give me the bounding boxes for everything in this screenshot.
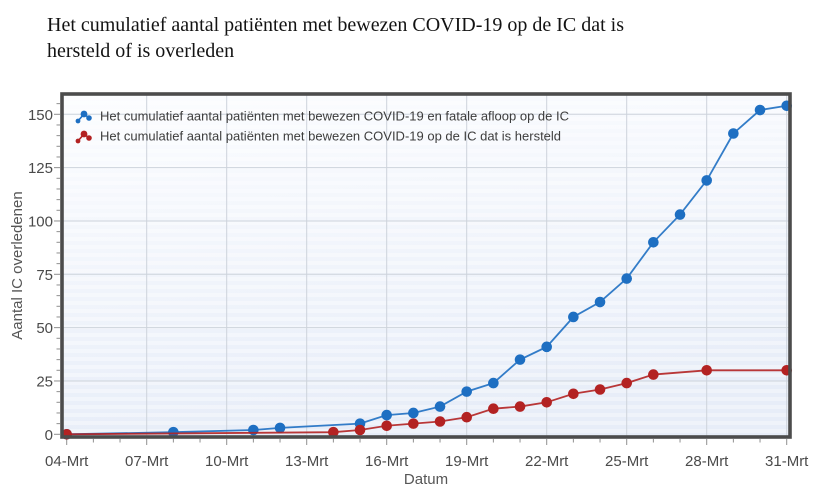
x-tick-label: 16-Mrt [365,453,409,470]
x-axis-title: Datum [404,471,448,488]
data-point [488,403,499,415]
data-point [648,237,659,248]
x-tick-label: 31-Mrt [765,453,809,470]
y-tick-label: 100 [28,213,53,230]
legend-label: Het cumulatief aantal patiënten met bewe… [100,129,561,144]
data-point [168,426,179,438]
x-tick-label: 10-Mrt [205,453,249,470]
covid-ic-cumulative-chart: 04-Mrt 07-Mrt 10-Mrt 13-Mrt 16-Mrt 19-Mrt 22-M… [9,92,809,488]
x-tick-label: 07-Mrt [125,453,169,470]
data-point [381,420,393,432]
legend-item-recovered[interactable]: Het cumulatief aantal patiënten met bewe… [75,129,561,144]
y-tick-label: 75 [36,267,53,284]
x-tick-label: 28-Mrt [685,453,729,470]
axis-labels: 04-Mrt 07-Mrt 10-Mrt 13-Mrt 16-Mrt 19-Mrt 22-M… [9,107,809,488]
data-point [621,377,633,389]
plot-frame [60,92,792,439]
data-point [541,397,553,408]
x-tick-label: 04-Mrt [45,453,89,470]
chart-title: Het cumulatief aantal patiënten met bewe… [47,14,625,63]
y-axis-title: Aantal IC overledenen [9,191,26,339]
y-tick-label: 125 [28,160,53,177]
legend-label: Het cumulatief aantal patiënten met bewe… [100,109,569,124]
data-point [568,311,579,323]
y-tick-label: 25 [36,373,53,390]
data-point [594,296,606,308]
data-point [541,341,553,353]
plot-area-texture [62,94,790,437]
x-tick-label: 19-Mrt [445,453,489,470]
y-tick-label: 50 [36,320,53,337]
data-point [514,401,526,412]
data-point [701,365,713,376]
data-point [594,384,606,395]
gridlines [62,94,790,437]
legend-item-fatal[interactable]: Het cumulatief aantal patiënten met bewe… [75,109,569,124]
series-recovered [61,365,793,440]
data-point [648,369,659,380]
data-point [354,424,366,436]
data-point [434,416,446,427]
y-tick-label: 0 [45,427,53,444]
data-point [408,407,419,419]
data-point [701,175,713,186]
data-point [328,426,339,438]
data-point [461,386,473,397]
data-point [434,401,446,412]
data-point [621,273,633,284]
data-point [674,209,686,220]
data-point [488,377,499,389]
data-point [461,411,473,423]
legend: Het cumulatief aantal patiënten met bewe… [75,109,569,144]
series-line [66,369,787,436]
data-point [728,128,739,139]
axis-ticks [54,103,788,445]
y-tick-label: 150 [28,107,53,124]
data-point [248,424,259,436]
data-point [274,422,286,434]
data-point [754,104,766,116]
x-tick-label: 22-Mrt [525,453,569,470]
data-point [568,388,579,400]
data-point [514,354,526,365]
scatter-marker-icon [75,110,92,124]
x-tick-label: 25-Mrt [605,453,649,470]
scatter-marker-icon [75,130,92,144]
x-tick-label: 13-Mrt [285,453,329,470]
data-point [381,409,393,421]
data-point [408,418,419,429]
